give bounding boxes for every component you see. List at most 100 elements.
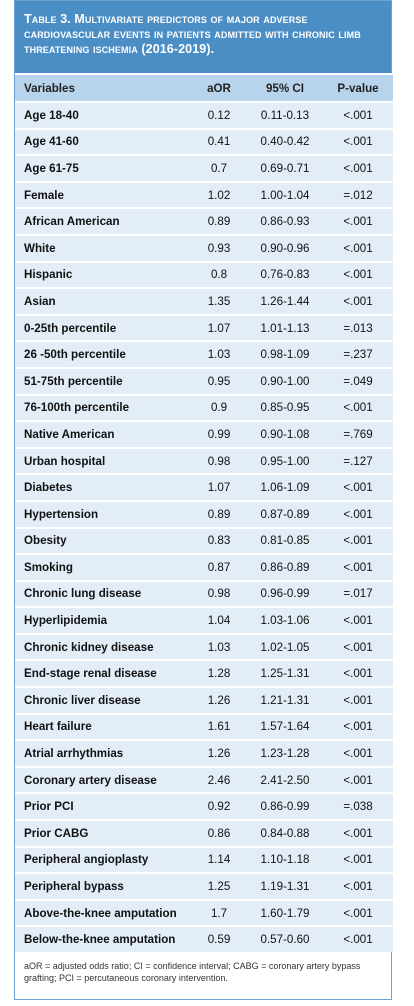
value-cell: 1.25: [191, 872, 247, 900]
value-cell: 1.61: [191, 712, 247, 741]
table-row: Hyperlipidemia 1.04 1.03-1.06 <.001: [15, 606, 393, 634]
value-cell: 0.89: [191, 499, 247, 528]
variable-cell: African American: [15, 207, 191, 235]
table-row: 26 -50th percentile 1.03 0.98-1.09 =.237: [15, 340, 393, 368]
value-cell: <.001: [323, 393, 393, 422]
value-cell: 0.98: [191, 579, 247, 608]
table-row: Peripheral bypass 1.25 1.19-1.31 <.001: [15, 872, 393, 900]
table-row: Age 18-40 0.12 0.11-0.13 <.001: [15, 101, 393, 129]
value-cell: 1.06-1.09: [247, 473, 323, 501]
value-cell: 0.76-0.83: [247, 260, 323, 289]
table-row: Prior PCI 0.92 0.86-0.99 =.038: [15, 792, 393, 821]
value-cell: =.127: [323, 446, 393, 475]
column-header: Variables: [15, 73, 191, 102]
value-cell: 0.9: [191, 393, 247, 422]
variable-cell: Prior CABG: [15, 819, 191, 847]
value-cell: 1.19-1.31: [247, 872, 323, 900]
value-cell: <.001: [323, 127, 393, 156]
variable-cell: Chronic kidney disease: [15, 632, 191, 661]
variable-cell: Hypertension: [15, 499, 191, 528]
value-cell: <.001: [323, 659, 393, 688]
variable-cell: Smoking: [15, 553, 191, 581]
table-row: 76-100th percentile 0.9 0.85-0.95 <.001: [15, 393, 393, 422]
value-cell: 0.81-0.85: [247, 526, 323, 555]
table-row: Chronic kidney disease 1.03 1.02-1.05 <.001: [15, 632, 393, 661]
variable-cell: Peripheral angioplasty: [15, 845, 191, 874]
value-cell: 0.95: [191, 366, 247, 395]
table-row: End-stage renal disease 1.28 1.25-1.31 <.00…: [15, 659, 393, 688]
variable-cell: 26 -50th percentile: [15, 340, 191, 368]
value-cell: 1.14: [191, 845, 247, 874]
table-row: Atrial arrhythmias 1.26 1.23-1.28 <.001: [15, 739, 393, 767]
table-row: Age 61-75 0.7 0.69-0.71 <.001: [15, 154, 393, 182]
table-row: Diabetes 1.07 1.06-1.09 <.001: [15, 473, 393, 501]
table-row: Peripheral angioplasty 1.14 1.10-1.18 <.001: [15, 845, 393, 874]
value-cell: =.049: [323, 366, 393, 395]
value-cell: 0.11-0.13: [247, 101, 323, 129]
column-header: aOR: [191, 73, 247, 102]
value-cell: 1.01-1.13: [247, 313, 323, 342]
value-cell: 1.60-1.79: [247, 898, 323, 927]
table-row: African American 0.89 0.86-0.93 <.001: [15, 207, 393, 235]
value-cell: <.001: [323, 606, 393, 634]
value-cell: 0.86-0.93: [247, 207, 323, 235]
variable-cell: Diabetes: [15, 473, 191, 501]
value-cell: 2.46: [191, 765, 247, 794]
table-row: Hypertension 0.89 0.87-0.89 <.001: [15, 499, 393, 528]
table-title: Table 3. Multivariate predictors of majo…: [15, 1, 391, 73]
value-cell: 1.23-1.28: [247, 739, 323, 767]
value-cell: 1.03: [191, 632, 247, 661]
value-cell: 0.40-0.42: [247, 127, 323, 156]
value-cell: =.769: [323, 420, 393, 448]
value-cell: <.001: [323, 765, 393, 794]
table-row: Smoking 0.87 0.86-0.89 <.001: [15, 553, 393, 581]
value-cell: 0.98: [191, 446, 247, 475]
value-cell: 1.10-1.18: [247, 845, 323, 874]
table-row: Obesity 0.83 0.81-0.85 <.001: [15, 526, 393, 555]
table-figure: Table 3. Multivariate predictors of majo…: [14, 0, 393, 1000]
value-cell: <.001: [323, 925, 393, 952]
value-cell: 1.26-1.44: [247, 287, 323, 315]
variable-cell: Obesity: [15, 526, 191, 555]
table-row: White 0.93 0.90-0.96 <.001: [15, 233, 393, 262]
value-cell: 0.90-0.96: [247, 233, 323, 262]
variable-cell: Native American: [15, 420, 191, 448]
value-cell: 0.87-0.89: [247, 499, 323, 528]
value-cell: 1.35: [191, 287, 247, 315]
variable-cell: Age 61-75: [15, 154, 191, 182]
table-body: Age 18-40 0.12 0.11-0.13 <.001 Age 41-60 0.41…: [15, 101, 393, 952]
footnote: aOR = adjusted odds ratio; CI = confiden…: [24, 961, 361, 983]
value-cell: 0.69-0.71: [247, 154, 323, 182]
value-cell: =.012: [323, 180, 393, 209]
table-row: Age 41-60 0.41 0.40-0.42 <.001: [15, 127, 393, 156]
variable-cell: Peripheral bypass: [15, 872, 191, 900]
variable-cell: Prior PCI: [15, 792, 191, 821]
value-cell: 0.57-0.60: [247, 925, 323, 952]
value-cell: 1.00-1.04: [247, 180, 323, 209]
value-cell: 0.95-1.00: [247, 446, 323, 475]
value-cell: <.001: [323, 260, 393, 289]
variable-cell: 76-100th percentile: [15, 393, 191, 422]
value-cell: 0.85-0.95: [247, 393, 323, 422]
value-cell: =.013: [323, 313, 393, 342]
value-cell: <.001: [323, 898, 393, 927]
table-row: Chronic lung disease 0.98 0.96-0.99 =.017: [15, 579, 393, 608]
value-cell: 2.41-2.50: [247, 765, 323, 794]
table-row: Coronary artery disease 2.46 2.41-2.50 <.00…: [15, 765, 393, 794]
value-cell: 1.03: [191, 340, 247, 368]
value-cell: 0.86: [191, 819, 247, 847]
variable-cell: Hispanic: [15, 260, 191, 289]
variable-cell: Chronic lung disease: [15, 579, 191, 608]
table-row: Asian 1.35 1.26-1.44 <.001: [15, 287, 393, 315]
value-cell: 0.86-0.89: [247, 553, 323, 581]
variable-cell: Below-the-knee amputation: [15, 925, 191, 952]
value-cell: 1.26: [191, 686, 247, 714]
table-row: Hispanic 0.8 0.76-0.83 <.001: [15, 260, 393, 289]
variable-cell: 0-25th percentile: [15, 313, 191, 342]
value-cell: 0.93: [191, 233, 247, 262]
table-row: Prior CABG 0.86 0.84-0.88 <.001: [15, 819, 393, 847]
value-cell: 0.41: [191, 127, 247, 156]
data-table: Variables aOR 95% CI P-value Age 18-40 0.12 0…: [15, 73, 393, 952]
variable-cell: Female: [15, 180, 191, 209]
value-cell: 1.7: [191, 898, 247, 927]
